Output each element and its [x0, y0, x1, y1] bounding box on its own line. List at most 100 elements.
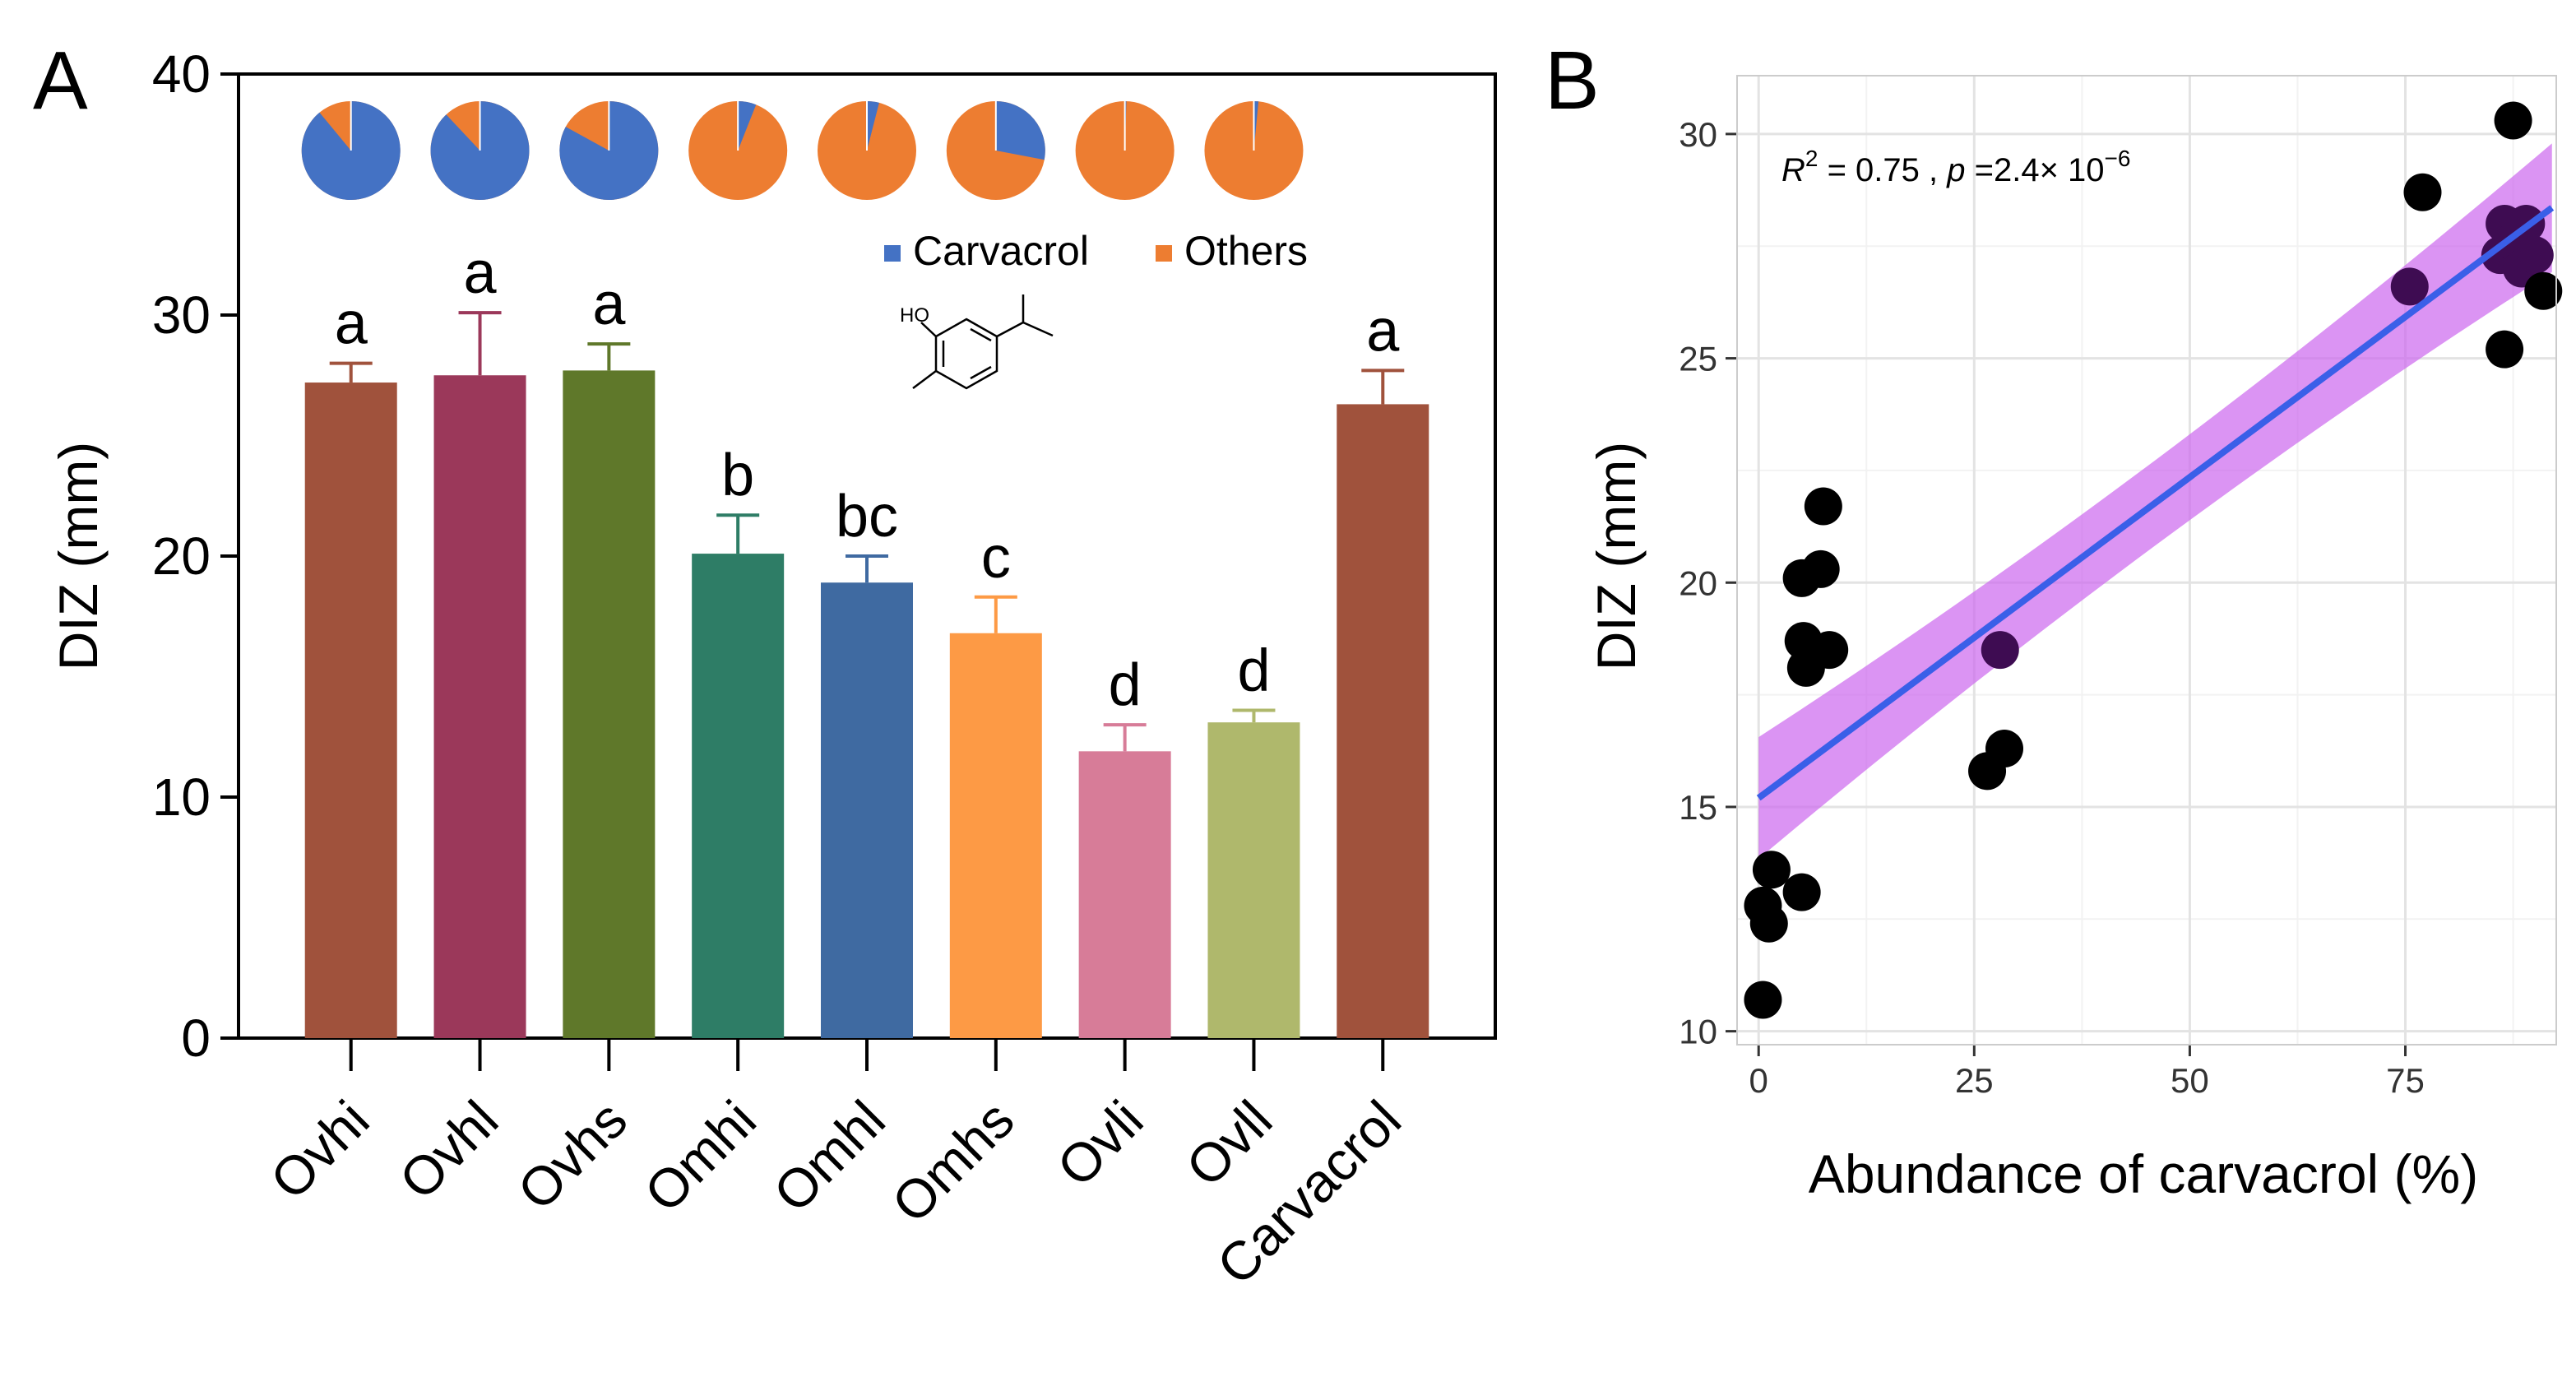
- bar: [949, 633, 1042, 1038]
- y-tick-label: 15: [1679, 788, 1717, 827]
- significance-letter: a: [592, 271, 626, 337]
- data-point: [1810, 631, 1849, 670]
- x-tick-label: Omhl: [762, 1089, 897, 1224]
- panel-b-letter: B: [1545, 35, 1600, 127]
- p-value: =2.4× 10: [1966, 152, 2105, 188]
- y-tick-label: 10: [152, 767, 211, 827]
- bar-group-ovhi: a: [304, 291, 397, 1038]
- pie-slice-carvacrol: [995, 100, 1045, 160]
- isopropyl-bonds: [996, 294, 1054, 338]
- data-point: [2515, 236, 2554, 275]
- methyl-bond: [912, 370, 937, 389]
- y-tick-label: 30: [1679, 115, 1717, 154]
- pie-row: [301, 100, 1304, 201]
- bar: [433, 375, 526, 1038]
- panel-a: A 0 10 20 30 40 DIZ (mm) Carvacrol Others HO…: [33, 35, 1497, 1296]
- data-point: [1981, 631, 2019, 670]
- significance-letter: a: [335, 291, 368, 357]
- bar: [1078, 751, 1171, 1038]
- legend-label-carvacrol: Carvacrol: [913, 228, 1089, 274]
- x-tick-label: 75: [2386, 1061, 2425, 1100]
- y-tick-label: 20: [152, 526, 211, 586]
- ring-double-bond: [970, 327, 992, 342]
- significance-letter: d: [1109, 652, 1142, 718]
- p-symbol: p: [1946, 152, 1965, 188]
- pie-ovhi: [301, 101, 401, 201]
- pie-slice-carvacrol: [1253, 101, 1259, 151]
- y-tick-label: 20: [1679, 563, 1717, 602]
- pie-ovhs: [559, 101, 659, 201]
- data-point: [1782, 873, 1821, 911]
- r2-superscript: 2: [1805, 146, 1818, 171]
- hydroxyl-label: HO: [900, 304, 929, 327]
- x-tick-label: Ovll: [1174, 1089, 1284, 1199]
- bar-group-omhs: c: [949, 525, 1042, 1038]
- y-tick-label: 25: [1679, 340, 1717, 378]
- data-point: [2524, 271, 2563, 310]
- panel-b: B 10 15 20 25 30 0 25 50 75 DIZ (mm) Abundance o…: [1545, 35, 2563, 1204]
- data-point: [1804, 487, 1842, 526]
- legend-swatch-carvacrol: [884, 245, 901, 262]
- pie-ovll: [1204, 101, 1304, 200]
- bar: [563, 370, 656, 1038]
- data-point: [1985, 730, 2024, 768]
- data-point: [2390, 267, 2429, 306]
- panel-b-x-label: Abundance of carvacrol (%): [1809, 1143, 2478, 1204]
- legend-label-others: Others: [1184, 228, 1308, 274]
- r2-value: = 0.75 ,: [1818, 152, 1947, 188]
- pie-slice-carvacrol: [867, 101, 879, 151]
- stats-annotation: R2 = 0.75 , p =2.4× 10−6: [1781, 146, 2130, 188]
- pie-omhi: [688, 101, 788, 200]
- carvacrol-structure: [912, 294, 1054, 390]
- bar-series: a a a b bc c d d a: [304, 240, 1429, 1038]
- panel-b-y-label: DIZ (mm): [1586, 442, 1647, 671]
- x-tick-label: Omhi: [632, 1089, 767, 1224]
- data-point: [1752, 851, 1791, 889]
- bar: [1207, 722, 1300, 1038]
- p-exponent: −6: [2105, 146, 2131, 171]
- panel-a-y-label: DIZ (mm): [48, 442, 109, 671]
- y-tick-label: 0: [181, 1008, 211, 1068]
- r2-symbol: R: [1781, 152, 1805, 188]
- bar-group-carvacrol: a: [1337, 298, 1429, 1038]
- panel-a-y-axis: 0 10 20 30 40: [152, 44, 239, 1068]
- data-point: [1744, 981, 1782, 1019]
- x-tick-label: Ovli: [1045, 1089, 1155, 1199]
- data-point: [1801, 549, 1840, 588]
- bar-group-omhi: b: [692, 443, 785, 1038]
- bar: [1337, 404, 1429, 1038]
- bar-group-ovhl: a: [433, 240, 526, 1038]
- significance-letter: bc: [836, 484, 898, 549]
- x-tick-label: 0: [1749, 1061, 1768, 1100]
- bar-group-ovli: d: [1078, 652, 1171, 1038]
- data-point: [2494, 101, 2532, 140]
- data-point: [1749, 904, 1788, 943]
- pie-ovli: [1075, 101, 1174, 200]
- x-tick-label: Ovhl: [387, 1089, 509, 1211]
- data-point: [2486, 330, 2524, 369]
- y-tick-label: 40: [152, 44, 211, 104]
- pie-ovhl: [430, 101, 530, 200]
- benzene-ring: [934, 318, 998, 390]
- y-tick-label: 10: [1679, 1013, 1717, 1051]
- x-tick-label: Ovhi: [258, 1089, 380, 1211]
- legend-swatch-others: [1156, 245, 1172, 262]
- panel-b-plot: 10 15 20 25 30 0 25 50 75: [1679, 75, 2563, 1100]
- pie-omhl: [818, 101, 916, 200]
- regression-line: [1756, 205, 2555, 801]
- bar: [821, 582, 913, 1038]
- pie-legend: Carvacrol Others: [884, 228, 1308, 274]
- ring-double-bond: [970, 365, 992, 380]
- x-tick-label: Ovhs: [506, 1089, 638, 1222]
- panel-b-frame: [1736, 75, 2557, 1046]
- significance-letter: b: [721, 443, 754, 508]
- panel-a-letter: A: [33, 35, 88, 127]
- pie-slice-carvacrol: [738, 101, 757, 151]
- significance-letter: c: [981, 525, 1011, 591]
- bar-group-omhl: bc: [821, 484, 913, 1038]
- bar-group-ovll: d: [1207, 638, 1300, 1038]
- x-tick-label: 50: [2171, 1061, 2209, 1100]
- data-point: [2403, 173, 2442, 211]
